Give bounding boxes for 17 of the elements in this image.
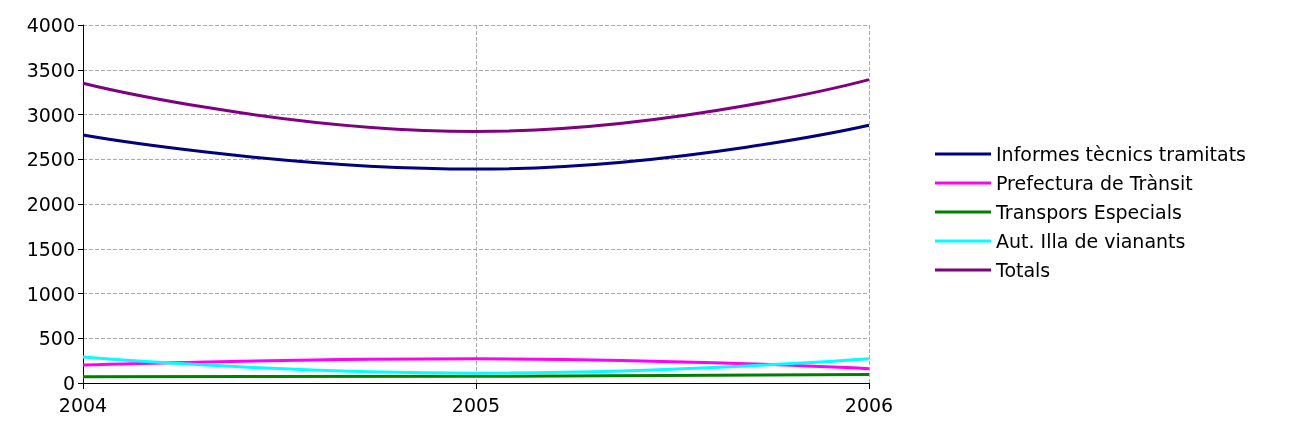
y-tick-label: 500 [38, 327, 75, 350]
y-tick-label: 0 [62, 372, 75, 394]
x-tick-label: 2006 [844, 393, 894, 416]
legend-label: Totals [995, 259, 1051, 281]
y-tick-label: 1500 [26, 237, 75, 260]
legend-label: Prefectura de Trànsit [996, 172, 1193, 194]
y-tick-label: 3000 [26, 103, 75, 126]
x-tick-label: 2005 [451, 393, 501, 416]
y-tick-label: 4000 [26, 14, 75, 36]
y-tick-label: 1000 [26, 282, 75, 305]
x-tick-label: 2004 [58, 393, 108, 416]
legend-label: Informes tècnics tramitats [996, 143, 1246, 165]
y-tick-label: 2000 [26, 193, 75, 215]
y-tick-label: 3500 [26, 58, 75, 81]
legend-label: Transpors Especials [995, 201, 1182, 223]
legend-label: Aut. Illa de vianants [996, 230, 1186, 252]
y-tick-label: 2500 [26, 148, 75, 171]
